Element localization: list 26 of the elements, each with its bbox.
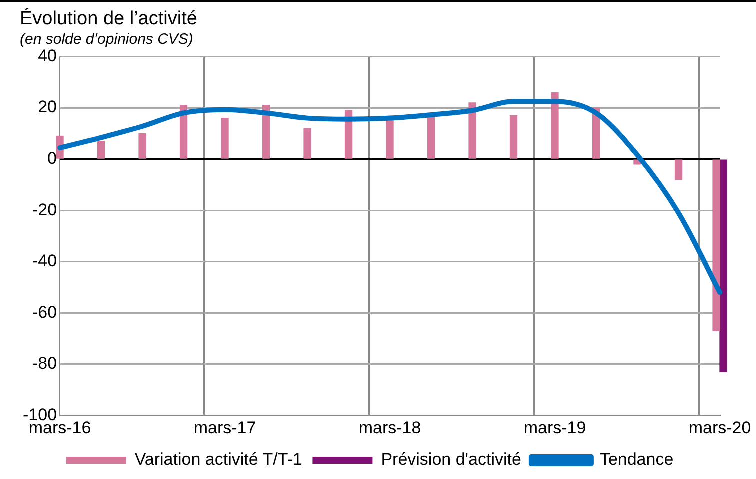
- bar: [97, 141, 106, 159]
- chart-subtitle: (en solde d’opinions CVS): [20, 30, 194, 48]
- y-tick-label: 40: [38, 46, 58, 66]
- y-tick-label: -60: [32, 302, 58, 322]
- bar: [221, 118, 229, 159]
- y-tick-label: -40: [32, 252, 58, 271]
- x-tick-label: mars-20: [688, 418, 752, 438]
- bar: [138, 133, 146, 159]
- bar: [427, 115, 436, 159]
- bar: [468, 102, 476, 159]
- y-tick-label: -80: [32, 354, 58, 374]
- bar: [720, 160, 728, 372]
- bar: [304, 128, 312, 159]
- bar: [510, 115, 518, 159]
- x-tick-label: mars-19: [524, 418, 586, 438]
- bar: [674, 160, 683, 180]
- legend-label: Prévision d'activité: [381, 450, 522, 470]
- x-tick-label: mars-17: [194, 418, 256, 438]
- y-tick-label: -20: [32, 200, 58, 220]
- x-tick-label: mars-18: [358, 418, 422, 438]
- y-tick-label: 20: [38, 98, 58, 117]
- y-tick-label: 0: [48, 149, 58, 168]
- legend-label: Variation activité T/T-1: [134, 450, 302, 470]
- legend-label: Tendance: [600, 450, 674, 470]
- bar: [551, 92, 559, 159]
- chart-title: Évolution de l’activité: [20, 8, 198, 30]
